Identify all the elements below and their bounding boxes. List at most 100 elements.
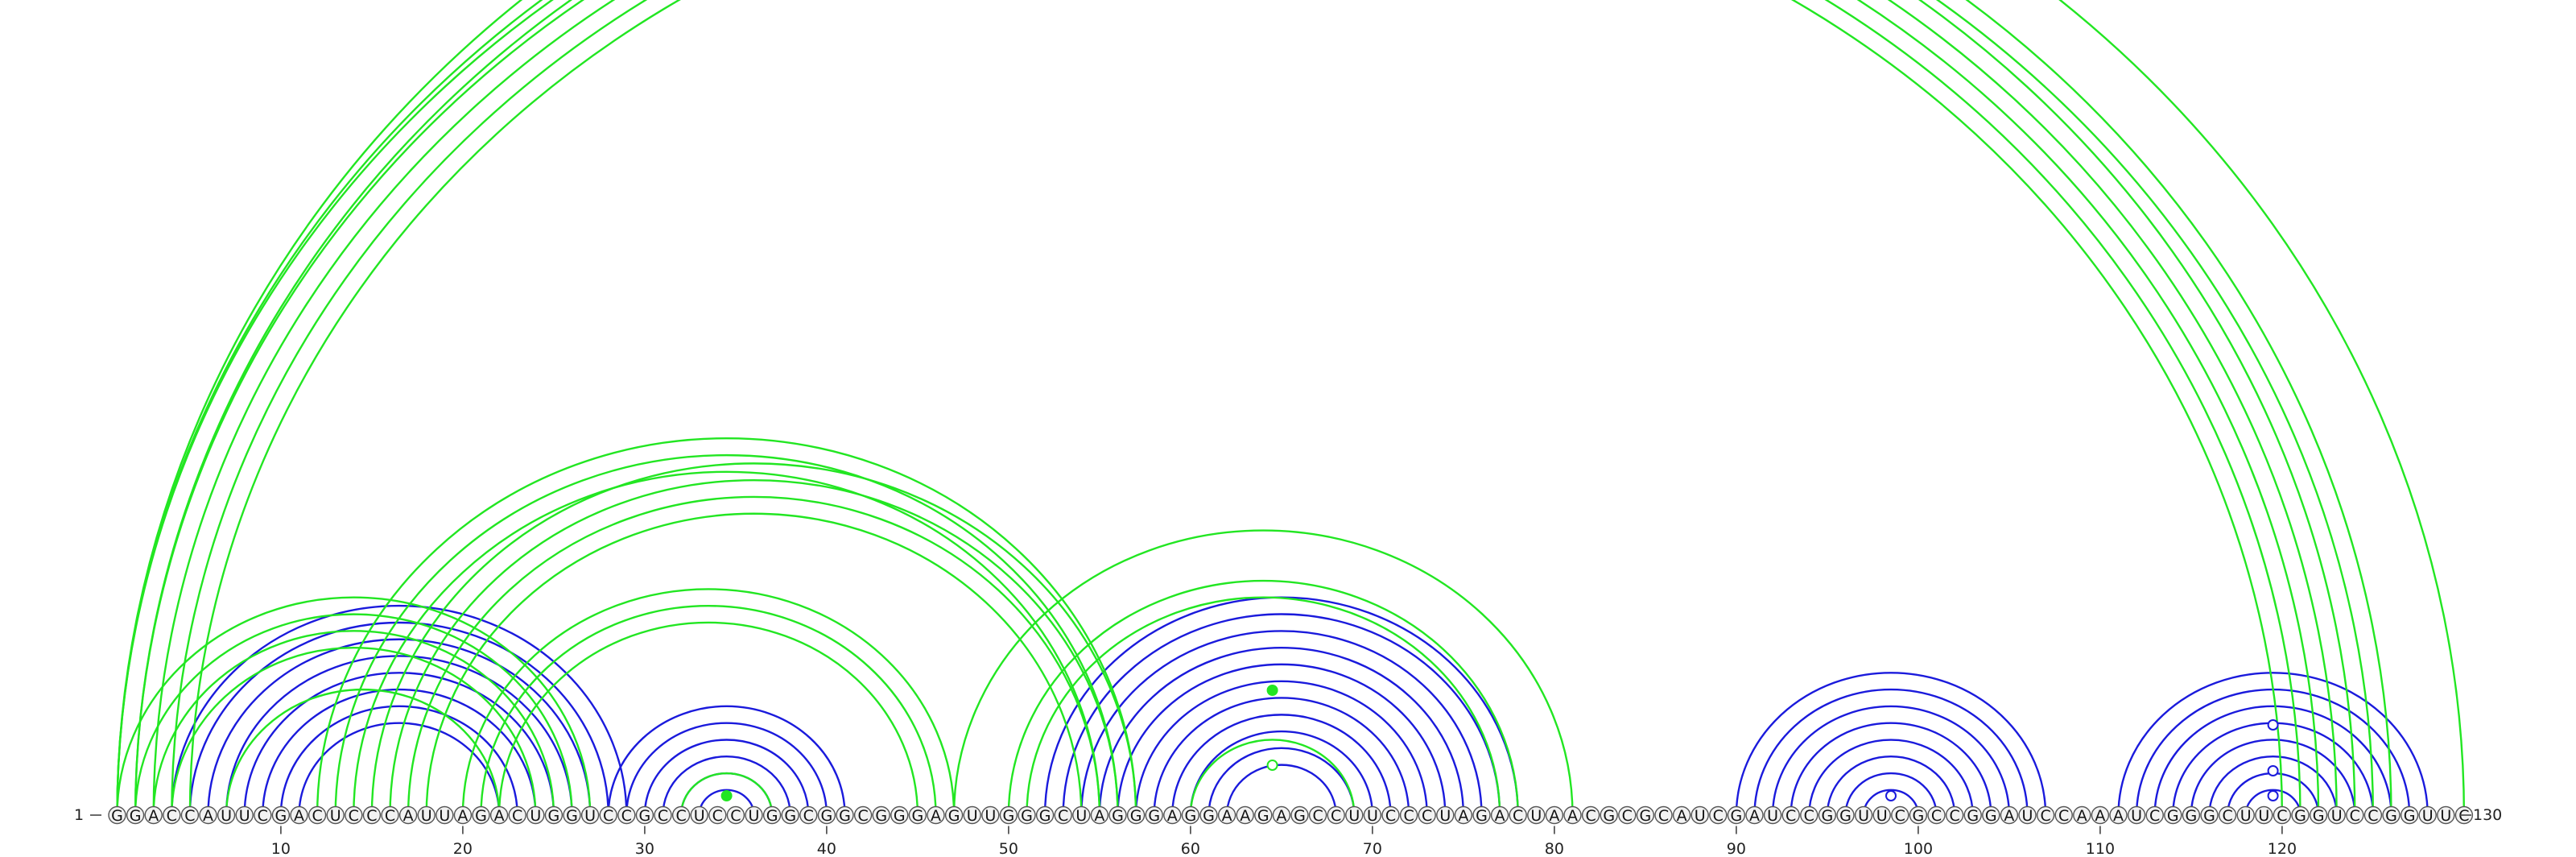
nucleotide-circle — [1308, 805, 1327, 825]
nucleotide-letter: C — [621, 807, 632, 825]
nucleotide-letter: G — [1185, 807, 1197, 825]
base-pair-arc — [952, 529, 1574, 816]
nucleotide-circle — [1945, 805, 1964, 825]
nucleotide-circle — [1163, 805, 1182, 825]
pair-marker — [2267, 719, 2279, 731]
nucleotide-letter: G — [912, 807, 924, 825]
nucleotide-letter: G — [1822, 807, 1834, 825]
nucleotide-letter: A — [2095, 807, 2105, 825]
nucleotide-letter: G — [875, 807, 887, 825]
nucleotide-letter: U — [330, 807, 341, 825]
nucleotide-circle — [726, 805, 745, 825]
base-pair-arc — [1225, 764, 1337, 816]
base-pair-arc — [679, 772, 774, 816]
nucleotide-letter: G — [2167, 807, 2179, 825]
nucleotide-circle — [544, 805, 564, 825]
base-pair-arc — [662, 756, 791, 816]
nucleotide-circle — [144, 805, 163, 825]
base-pair-arc — [279, 705, 518, 816]
nucleotide-letter: G — [1021, 807, 1033, 825]
nucleotide-circle — [944, 805, 964, 825]
nucleotide-letter: C — [658, 807, 668, 825]
nucleotide-circle — [599, 805, 617, 825]
nucleotide-letter: G — [639, 807, 651, 825]
nucleotide-letter: U — [530, 807, 541, 825]
nucleotide-letter: C — [1785, 807, 1796, 825]
nucleotide-circle — [872, 805, 890, 825]
nucleotide-letter: G — [2203, 807, 2215, 825]
base-pair-arc — [1753, 688, 2029, 816]
nucleotide-circle — [508, 805, 526, 825]
nucleotide-circle — [853, 805, 873, 825]
nucleotide-circle — [1800, 805, 1818, 825]
nucleotide-letter: C — [857, 807, 868, 825]
nucleotide-letter: A — [931, 807, 941, 825]
nucleotide-circle — [2309, 805, 2328, 825]
base-pair-arc — [407, 495, 1101, 816]
nucleotide-circle — [908, 805, 927, 825]
nucleotide-circle — [1618, 805, 1637, 825]
nucleotide-circle — [563, 805, 581, 825]
nucleotide-letter: A — [1567, 807, 1578, 825]
nucleotide-letter: A — [494, 807, 505, 825]
nucleotide-circle — [817, 805, 836, 825]
nucleotide-circle — [1891, 805, 1909, 825]
base-pair-arc — [353, 470, 1101, 816]
nucleotide-circle — [1709, 805, 1728, 825]
nucleotide-circle — [1527, 805, 1546, 825]
nucleotide-circle — [2164, 805, 2182, 825]
nucleotide-letter: C — [349, 807, 359, 825]
base-pair-arc — [480, 604, 937, 816]
base-pair-arc — [134, 0, 2375, 816]
nucleotide-letter: U — [1075, 807, 1087, 825]
nucleotide-letter: G — [1731, 807, 1743, 825]
nucleotide-circle — [1581, 805, 1600, 825]
nucleotide-letter: C — [2458, 807, 2469, 825]
nucleotide-circle — [1818, 805, 1837, 825]
nucleotide-letter: G — [1985, 807, 1997, 825]
nucleotide-circle — [1090, 805, 1109, 825]
base-pair-arc — [116, 0, 2466, 816]
nucleotide-circle — [635, 805, 654, 825]
nucleotide-letter: A — [294, 807, 304, 825]
nucleotide-letter: C — [312, 807, 322, 825]
nucleotide-letter: C — [1949, 807, 1959, 825]
nucleotide-circle — [1236, 805, 1254, 825]
nucleotide-letter: U — [221, 807, 232, 825]
nucleotide-circle — [2000, 805, 2019, 825]
nucleotide-circle — [1690, 805, 1709, 825]
nucleotide-letter: G — [1039, 807, 1051, 825]
nucleotide-letter: C — [1804, 807, 1814, 825]
axis-tick-label: 40 — [817, 840, 836, 857]
nucleotide-letter: C — [2277, 807, 2287, 825]
base-pair-arc — [389, 479, 1119, 816]
nucleotide-letter: G — [894, 807, 906, 825]
nucleotide-letter: A — [1549, 807, 1559, 825]
base-pair-arc — [1062, 613, 1501, 816]
nucleotide-circle — [1126, 805, 1146, 825]
base-pair-arc — [152, 0, 2320, 816]
nucleotide-circle — [526, 805, 545, 825]
base-pair-arc — [298, 722, 501, 816]
nucleotide-letter: A — [1276, 807, 1286, 825]
base-pair-arc — [225, 655, 573, 816]
nucleotide-circle — [1217, 805, 1236, 825]
axis-tick-label: 120 — [2268, 840, 2297, 857]
nucleotide-letter: C — [2040, 807, 2050, 825]
base-pair-arc — [1808, 739, 1974, 816]
nucleotide-letter: U — [1530, 807, 1542, 825]
nucleotide-letter: A — [2004, 807, 2014, 825]
nucleotide-circle — [999, 805, 1018, 825]
nucleotide-circle — [126, 805, 145, 825]
pair-marker — [2267, 765, 2279, 776]
nucleotide-letter: G — [1294, 807, 1306, 825]
nucleotide-letter: C — [1312, 807, 1323, 825]
base-pair-arc — [171, 604, 628, 816]
nucleotide-circle — [163, 805, 181, 825]
nucleotide-letter: U — [1876, 807, 1888, 825]
nucleotide-letter: G — [1603, 807, 1615, 825]
nucleotide-letter: U — [1858, 807, 1869, 825]
nucleotide-letter: G — [1476, 807, 1488, 825]
nucleotide-circle — [1254, 805, 1273, 825]
nucleotide-circle — [2363, 805, 2383, 825]
